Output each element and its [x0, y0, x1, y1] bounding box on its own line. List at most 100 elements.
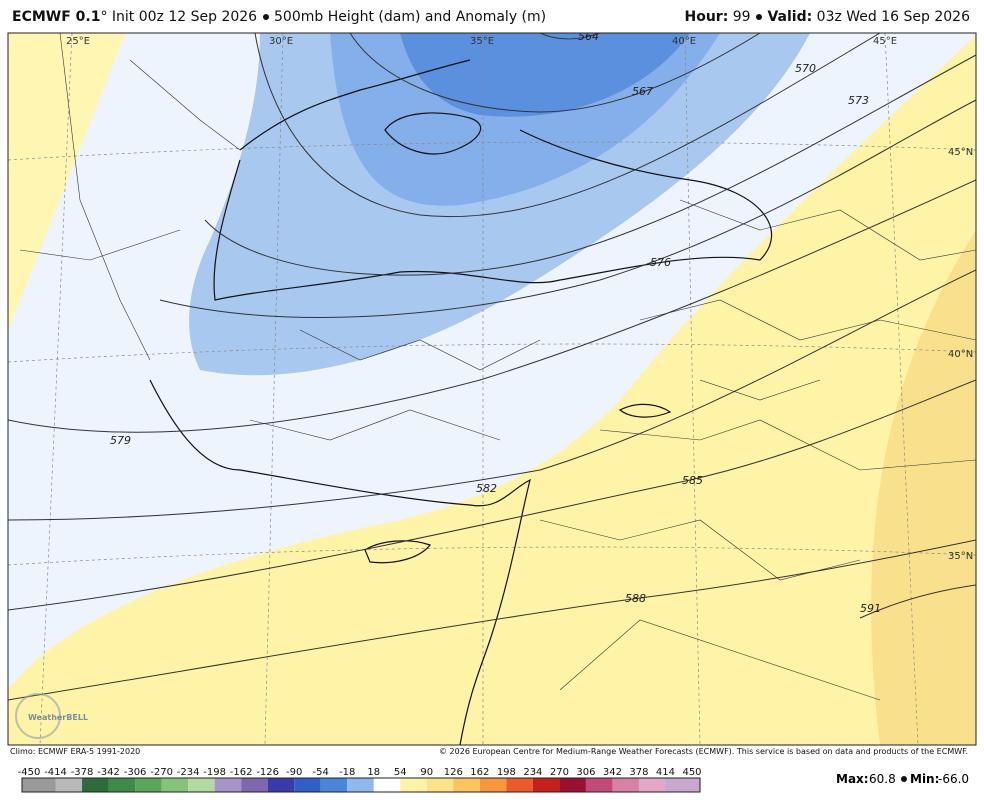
contour	[204, 54, 976, 276]
contour-label: 573	[848, 94, 869, 107]
contour-label: 585	[682, 474, 703, 487]
bullet-dot	[756, 14, 763, 20]
contour	[859, 584, 976, 619]
colorbar-label: 306	[576, 767, 595, 778]
colorbar-cell	[506, 778, 533, 792]
colorbar-label: 342	[603, 767, 622, 778]
colorbar-cell	[453, 778, 480, 792]
contour	[8, 269, 976, 521]
cyprus	[364, 540, 431, 564]
contour-label: 591	[860, 602, 881, 615]
colorbar-cell	[479, 778, 507, 792]
longitude-label: 45°E	[873, 36, 897, 47]
min: -66.0	[938, 772, 969, 786]
climo: Climo: ECMWF ERA-5 1991-2020	[10, 747, 140, 756]
colorbar-label: -306	[124, 767, 147, 778]
shade-yellow-dark	[871, 230, 976, 745]
colorbar-label: 414	[656, 767, 675, 778]
colorbar-cell	[55, 778, 83, 792]
colorbar-cell	[559, 778, 586, 792]
colorbar-cell	[214, 778, 242, 792]
colorbar-cell	[267, 778, 295, 792]
contour	[254, 33, 881, 218]
colorbar-frame	[21, 777, 701, 793]
longitude-label: 40°E	[672, 36, 696, 47]
logo-swirl	[15, 693, 61, 739]
colorbar-label: -198	[203, 767, 226, 778]
shade-blue-dark	[400, 33, 690, 117]
parallels	[8, 141, 976, 566]
hour: 99	[732, 9, 751, 25]
bullet	[756, 14, 763, 20]
colorbar-cell	[241, 778, 268, 792]
init: Init 00z 12 Sep 2026	[111, 9, 258, 25]
colorbar-cell	[400, 778, 427, 792]
map-area: 564 567 570 573 576 579 582 585 588 591 …	[8, 33, 976, 745]
colorbar-label: -18	[339, 767, 355, 778]
colorbar-cell	[532, 778, 560, 792]
colorbar-cell	[294, 778, 321, 792]
min-label: Min:	[910, 772, 939, 786]
longitude-label: 30°E	[269, 36, 293, 47]
latitude-label: 35°N	[948, 551, 973, 562]
logo: WeatherBELL	[28, 713, 88, 722]
colorbar-label: -414	[44, 767, 67, 778]
colorbar-cell	[22, 778, 56, 792]
colorbar-label: 18	[367, 767, 380, 778]
colorbar-label: 270	[550, 767, 569, 778]
coast	[149, 379, 531, 745]
colorbar-label: 162	[470, 767, 489, 778]
colorbar-cell	[612, 778, 639, 792]
valid: 03z Wed 16 Sep 2026	[816, 9, 970, 25]
bullet-dot	[901, 776, 907, 782]
shade-yellow	[8, 33, 125, 330]
product: 500mb Height (dam) and Anomaly (m)	[274, 9, 547, 25]
contour-label: 576	[650, 256, 671, 269]
header-right: Hour: 99 Valid: 03z Wed 16 Sep 2026	[684, 9, 970, 25]
crimea	[384, 112, 482, 155]
contour	[8, 179, 976, 433]
longitude-label: 35°E	[470, 36, 494, 47]
colorbar-label: -378	[71, 767, 94, 778]
colorbar-label: -162	[230, 767, 253, 778]
colorbar-cell	[373, 778, 401, 792]
colorbar-label: -90	[286, 767, 302, 778]
colorbar-label: 450	[682, 767, 701, 778]
colorbar-label: -234	[177, 767, 200, 778]
max-label: Max:	[836, 772, 869, 786]
colorbar-label: 198	[497, 767, 516, 778]
black-sea-coast	[213, 59, 773, 301]
longitude-label: 25°E	[66, 36, 90, 47]
degree: °	[100, 9, 108, 25]
valid-label: Valid:	[767, 9, 813, 25]
hour-label: Hour:	[684, 9, 729, 25]
colorbar-cell	[135, 778, 162, 792]
colorbar-label: -342	[97, 767, 120, 778]
borders	[19, 33, 976, 701]
contour	[539, 33, 601, 40]
colorbar-cell	[320, 778, 348, 792]
header-left: ECMWF 0.1° Init 00z 12 Sep 2026 500mb He…	[12, 9, 546, 25]
contour-label: 567	[632, 85, 653, 98]
contour	[8, 379, 976, 611]
lake	[618, 403, 672, 418]
bullet-dot	[262, 14, 269, 20]
colorbar-label: 378	[629, 767, 648, 778]
latitude-label: 40°N	[948, 349, 973, 360]
colorbar-label: 54	[394, 767, 407, 778]
colorbar-label: -270	[150, 767, 173, 778]
colorbar-label: -450	[18, 767, 41, 778]
contour	[349, 33, 761, 113]
colorbar-label: 234	[523, 767, 542, 778]
colorbar-cell	[108, 778, 136, 792]
colorbar-label: -126	[256, 767, 279, 778]
contour	[159, 99, 976, 318]
colorbar-cell	[347, 778, 374, 792]
colorbar-label: -54	[313, 767, 329, 778]
max: 60.8	[869, 772, 896, 786]
colorbar-cell	[585, 778, 613, 792]
bullet	[262, 14, 269, 20]
colorbar-cell	[426, 778, 454, 792]
